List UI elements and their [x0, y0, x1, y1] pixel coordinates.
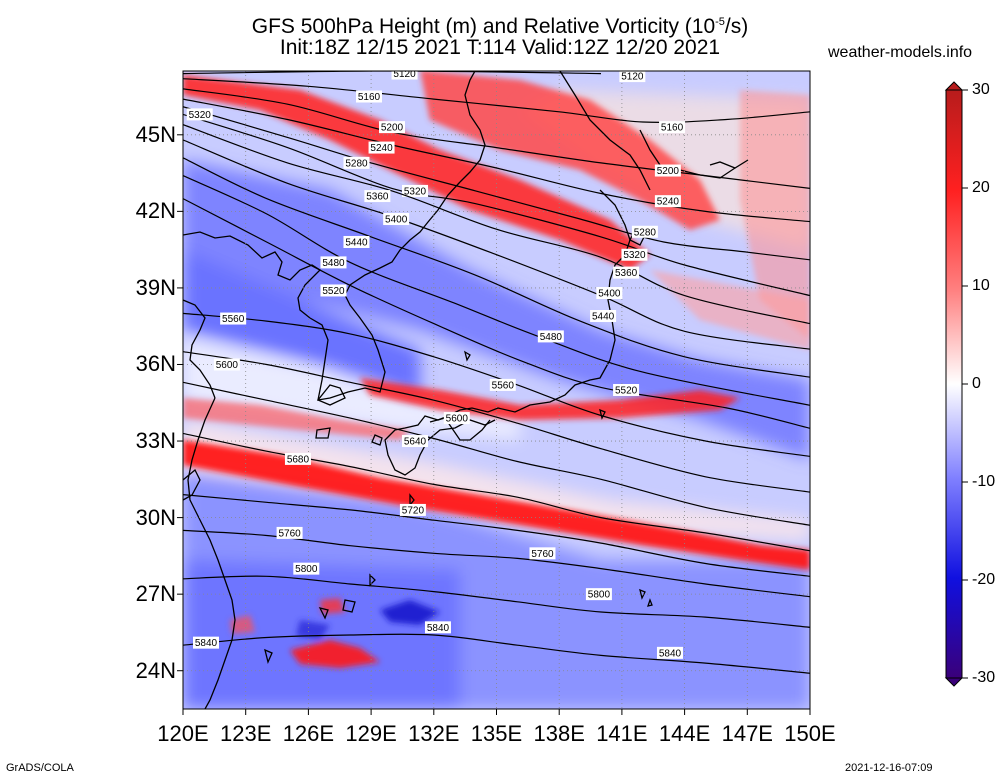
colorbar-tick-label: -10 — [972, 473, 996, 490]
colorbar-tick-label: -20 — [972, 571, 996, 588]
height-contour-5800 — [183, 575, 810, 628]
lat-label: 24N — [135, 657, 176, 683]
colorbar-tick-label: 20 — [972, 179, 990, 196]
contour-label: 5280 — [345, 158, 368, 169]
contour-label: 5440 — [592, 311, 615, 322]
contour-label: 5480 — [322, 258, 345, 269]
contour-label: 5200 — [381, 123, 404, 134]
colorbar — [944, 81, 968, 687]
contour-label: 5320 — [623, 250, 646, 261]
contour-label: 5800 — [295, 564, 318, 575]
colorbar-tick-label: 10 — [972, 277, 990, 294]
contour-label: 5560 — [492, 380, 515, 391]
lat-label: 36N — [135, 351, 176, 377]
contour-label: 5680 — [287, 454, 310, 465]
height-contour-5120 — [183, 71, 602, 75]
contour-label: 5720 — [402, 505, 425, 516]
contour-label: 5600 — [446, 414, 469, 425]
lon-label: 144E — [658, 721, 711, 746]
height-contour-5840 — [183, 633, 810, 674]
contour-label: 5560 — [222, 314, 245, 325]
contour-label: 5760 — [531, 549, 554, 560]
height-contour-5280 — [183, 106, 810, 261]
lon-label: 135E — [470, 721, 523, 746]
lon-label: 138E — [533, 721, 585, 746]
height-contour-5400 — [183, 139, 810, 350]
contour-label: 5400 — [385, 215, 408, 226]
contour-label: 5640 — [404, 437, 427, 448]
contour-label: 5520 — [615, 386, 638, 397]
contour-label: 5520 — [322, 286, 345, 297]
height-contour-5360 — [183, 124, 810, 325]
colorbar-tick-label: 0 — [972, 375, 981, 392]
contour-label: 5840 — [195, 638, 218, 649]
colorbar-tick-label: -30 — [972, 669, 996, 686]
lon-label: 150E — [784, 721, 836, 746]
contour-label: 5360 — [615, 268, 638, 279]
contour-label: 5840 — [659, 648, 682, 659]
lat-label: 33N — [135, 428, 176, 454]
height-contour-5480 — [183, 175, 810, 406]
height-contour-5720 — [183, 494, 810, 577]
contour-label: 5240 — [370, 143, 393, 154]
lon-label: 129E — [345, 721, 397, 746]
height-contour-5160 — [183, 78, 810, 124]
graticule — [183, 71, 810, 709]
contour-label: 5360 — [366, 192, 389, 203]
contour-label: 5280 — [634, 227, 657, 238]
lon-label: 120E — [157, 721, 209, 746]
contour-label: 5840 — [427, 623, 450, 634]
lat-label: 30N — [135, 504, 176, 530]
lat-label: 42N — [135, 198, 176, 224]
contour-label: 5120 — [621, 72, 644, 83]
height-contour-5520 — [183, 198, 810, 429]
lat-label: 39N — [135, 274, 176, 300]
height-contours: 5120 512051605160520052005240524052805280… — [183, 69, 810, 674]
contour-label: 5400 — [598, 289, 621, 300]
contour-label: 5320 — [189, 110, 212, 121]
contour-label: 5320 — [404, 186, 427, 197]
contour-label: 5760 — [278, 528, 301, 539]
site-watermark: weather-models.info — [828, 44, 973, 61]
footer-timestamp: 2021-12-16-07:09 — [845, 762, 933, 774]
contour-label: 5200 — [657, 166, 680, 177]
contour-label: 5240 — [657, 197, 680, 208]
contour-label: 5120 — [393, 69, 416, 80]
contour-label: 5160 — [358, 92, 381, 103]
contour-label: 5800 — [588, 590, 611, 601]
height-contour-5640 — [183, 381, 810, 526]
contour-label: 5600 — [216, 360, 239, 371]
chart-title-line2: Init:18Z 12/15 2021 T:114 Valid:12Z 12/2… — [279, 36, 721, 59]
height-contour-5440 — [183, 157, 810, 378]
lon-label: 123E — [219, 721, 272, 746]
colorbar-tick-label: 30 — [972, 81, 990, 98]
height-contour-5560 — [183, 312, 810, 457]
height-contour-5320 — [183, 113, 810, 297]
height-contour-5680 — [183, 432, 810, 552]
lon-label: 126E — [282, 721, 335, 746]
contour-label: 5480 — [540, 332, 563, 343]
chart-title-line1: GFS 500hPa Height (m) and Relative Vorti… — [251, 15, 749, 38]
height-contour-5200 — [183, 88, 810, 189]
footer-software: GrADS/COLA — [6, 762, 74, 774]
axis-ticks — [177, 134, 811, 715]
lon-label: 147E — [721, 721, 773, 746]
lon-label: 132E — [408, 721, 460, 746]
colorbar-top-arrow — [944, 81, 964, 91]
lon-label: 141E — [596, 721, 648, 746]
height-contour-5600 — [183, 351, 810, 493]
colorbar-bottom-arrow — [944, 677, 964, 687]
contour-label: 5440 — [345, 237, 368, 248]
height-contour-5240 — [183, 98, 810, 223]
contour-label: 5160 — [661, 123, 684, 134]
lat-label: 45N — [135, 121, 176, 147]
lat-label: 27N — [135, 581, 176, 607]
